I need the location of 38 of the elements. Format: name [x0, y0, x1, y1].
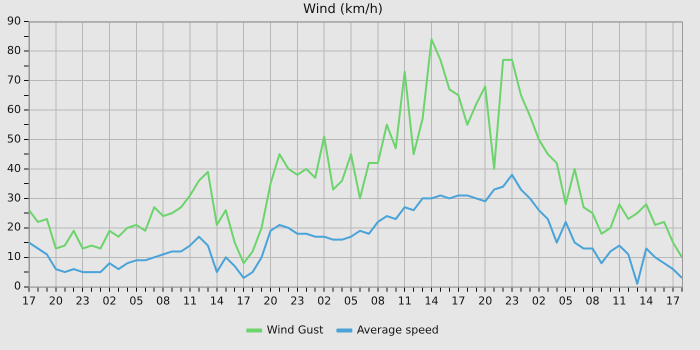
x-tick-label: 02	[532, 294, 546, 308]
x-tick-label: 20	[48, 294, 63, 308]
y-tick-label: 40	[6, 162, 21, 175]
x-tick-label: 14	[424, 294, 439, 308]
y-tick-label: 70	[6, 73, 21, 86]
y-tick-label: 90	[6, 14, 21, 28]
x-tick-label: 11	[398, 294, 412, 308]
x-tick-label: 08	[156, 294, 170, 308]
x-tick-label: 08	[370, 294, 385, 308]
y-tick-label: 10	[6, 250, 21, 264]
x-tick-label: 23	[505, 294, 520, 308]
x-tick-label: 05	[129, 294, 144, 308]
x-tick-label: 17	[22, 294, 36, 308]
x-tick-label: 14	[639, 294, 654, 308]
x-tick-label: 14	[210, 294, 224, 308]
x-tick-label: 23	[290, 294, 304, 308]
x-tick-label: 11	[612, 294, 626, 308]
y-tick-label: 20	[6, 220, 21, 234]
legend-label: Wind Gust	[266, 323, 324, 336]
x-tick-label: 02	[102, 294, 117, 308]
y-tick-label: 60	[6, 102, 21, 116]
x-tick-label: 23	[76, 294, 90, 308]
x-tick-label: 02	[317, 294, 332, 308]
x-tick-label: 11	[183, 294, 198, 308]
chart-title: Wind (km/h)	[303, 2, 383, 18]
x-tick-label: 20	[478, 294, 492, 308]
x-tick-label: 20	[264, 294, 278, 308]
x-tick-label: 17	[666, 294, 680, 308]
y-tick-label: 50	[6, 132, 21, 146]
x-tick-label: 17	[451, 294, 466, 308]
x-tick-label: 05	[344, 294, 358, 308]
x-tick-label: 17	[236, 294, 251, 308]
y-tick-label: 0	[14, 280, 21, 293]
legend-label: Average speed	[356, 323, 439, 336]
y-tick-label: 30	[6, 191, 21, 204]
y-tick-label: 80	[6, 44, 21, 57]
x-tick-label: 08	[586, 294, 600, 308]
x-tick-label: 05	[558, 294, 573, 308]
